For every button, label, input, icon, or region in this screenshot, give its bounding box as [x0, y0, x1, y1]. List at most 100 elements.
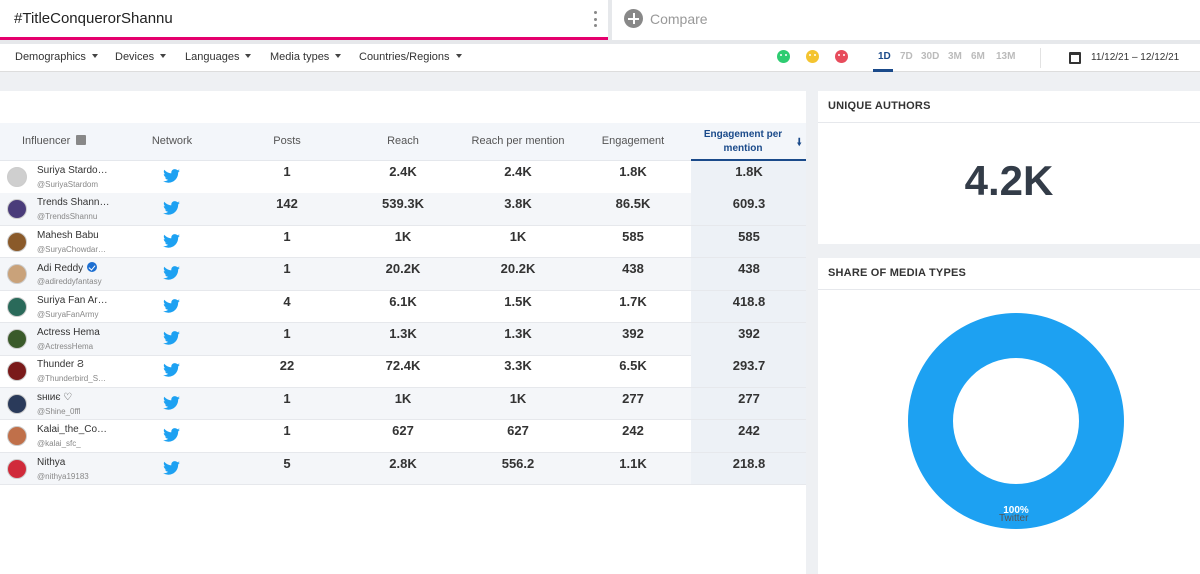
unique-authors-value: 4.2K [964, 157, 1054, 204]
table-row[interactable]: Kalai_the_Co… @kalai_sfc_ 1 627 627 242 242 [0, 420, 806, 453]
table-row[interactable]: Suriya Stardo… @SuriyaStardom 1 2.4K 2.4K 1.8… [0, 161, 806, 194]
engagement-cell: 86.5K [615, 196, 651, 212]
avatar[interactable] [7, 264, 27, 285]
sorted-column-bg [691, 323, 806, 355]
neutral-sentiment-icon[interactable] [806, 50, 819, 63]
sorted-column-bg [691, 452, 806, 485]
influencer-name[interactable]: Actress Hema [37, 327, 100, 338]
influencer-name[interactable]: Nithya [37, 457, 65, 468]
card-title: UNIQUE AUTHORS [828, 100, 931, 112]
table-row[interactable]: Thunder Ϩ @Thunderbird_S… 22 72.4K 3.3K 6.5K 2… [0, 355, 806, 388]
influencer-handle[interactable]: @nithya19183 [37, 471, 89, 481]
filter-devices[interactable]: Devices [115, 51, 167, 63]
influencer-name-text: Thunder Ϩ [37, 359, 84, 371]
col-network[interactable]: Network [151, 135, 193, 147]
twitter-icon [163, 331, 180, 350]
positive-sentiment-icon[interactable] [777, 50, 790, 63]
reach-cell: 2.8K [389, 455, 417, 471]
avatar[interactable] [7, 361, 27, 382]
reach-cell: 1K [394, 228, 412, 244]
avatar[interactable] [7, 296, 27, 317]
influencer-handle[interactable]: @Shine_0ffl [37, 406, 81, 416]
influencer-name[interactable]: Thunder Ϩ [37, 359, 84, 370]
engagement-per-mention-cell: 1.8K [735, 164, 763, 179]
reach-cell: 6.1K [389, 293, 417, 309]
influencer-name[interactable]: Suriya Fan Ar… [37, 295, 108, 306]
posts-cell: 142 [276, 196, 298, 212]
sorted-column-bg [691, 258, 806, 290]
table-row[interactable]: Nithya @nithya19183 5 2.8K 556.2 1.1K 218.8 [0, 452, 806, 486]
influencer-name[interactable]: Suriya Stardo… [37, 165, 108, 176]
influencer-handle[interactable]: @SuryaChowdar… [37, 244, 107, 254]
range-13m[interactable]: 13M [996, 51, 1016, 62]
avatar[interactable] [7, 458, 27, 479]
influencer-name[interactable]: Kalai_the_Co… [37, 424, 107, 435]
influencer-handle[interactable]: @TrendsShannu [37, 212, 98, 222]
calendar-icon[interactable] [1069, 52, 1081, 64]
avatar[interactable] [7, 199, 27, 220]
influencer-name-text: Mahesh Babu [37, 229, 99, 241]
table-row[interactable]: Trends Shann… @TrendsShannu 142 539.3K 3.8K 8… [0, 193, 806, 226]
reach-per-mention-cell: 3.8K [504, 196, 532, 212]
more-options-icon[interactable] [594, 11, 598, 27]
influencer-name[interactable]: ѕнιиє ♡ [37, 392, 72, 403]
avatar[interactable] [7, 329, 27, 349]
influencer-handle[interactable]: @kalai_sfc_ [37, 439, 81, 449]
range-3m[interactable]: 3M [948, 51, 962, 62]
reach-per-mention-cell: 20.2K [500, 261, 536, 277]
influencer-name-text: ѕнιиє ♡ [37, 391, 73, 403]
posts-cell: 5 [283, 455, 291, 471]
export-icon[interactable] [76, 135, 87, 145]
range-6m[interactable]: 6M [971, 51, 985, 62]
compare-button[interactable]: Compare [612, 0, 1200, 40]
date-range[interactable]: 11/12/21 – 12/12/21 [1091, 52, 1180, 63]
avatar[interactable] [7, 393, 27, 414]
influencer-handle[interactable]: @SuriyaStardom [37, 180, 99, 189]
filter-languages[interactable]: Languages [185, 51, 252, 63]
influencer-name[interactable]: Trends Shann… [37, 197, 109, 208]
table-row[interactable]: Suriya Fan Ar… @SuryaFanArmy 4 6.1K 1.5K 1.7K… [0, 290, 806, 324]
active-range-indicator [873, 69, 893, 72]
range-1d[interactable]: 1D [878, 51, 891, 62]
table-row[interactable]: Actress Hema @ActressHema 1 1.3K 1.3K 392 392 [0, 323, 806, 356]
table-row[interactable]: Adi Reddy @adireddyfantasy 1 20.2K 20.2K 438 4… [0, 258, 806, 291]
range-7d[interactable]: 7D [900, 51, 913, 62]
col-reach-per-mention[interactable]: Reach per mention [471, 135, 565, 147]
avatar[interactable] [7, 167, 27, 187]
range-30d[interactable]: 30D [921, 51, 940, 62]
twitter-icon [163, 395, 180, 415]
media-types-donut-chart: 100% [908, 313, 1124, 529]
chart-legend[interactable]: Twitter [990, 513, 1028, 524]
table-row[interactable]: ѕнιиє ♡ @Shine_0ffl 1 1K 1K 277 277 [0, 387, 806, 421]
twitter-icon [163, 460, 180, 480]
filter-media-types[interactable]: Media types [270, 51, 342, 63]
reach-cell: 1K [394, 390, 412, 406]
influencer-name[interactable]: Adi Reddy [37, 262, 98, 274]
query-tab[interactable]: #TitleConquerorShannu [0, 0, 608, 40]
twitter-icon [163, 428, 180, 447]
avatar[interactable] [7, 231, 27, 252]
filter-countries[interactable]: Countries/Regions [359, 51, 462, 63]
col-reach[interactable]: Reach [387, 135, 419, 147]
sorted-column-bg [691, 193, 806, 225]
col-influencer[interactable]: Influencer [22, 135, 87, 147]
influencer-handle[interactable]: @Thunderbird_S… [37, 374, 107, 384]
engagement-per-mention-cell: 438 [738, 261, 760, 277]
table-row[interactable]: Mahesh Babu @SuryaChowdar… 1 1K 1K 585 585 [0, 225, 806, 259]
avatar[interactable] [7, 426, 27, 447]
col-engagement[interactable]: Engagement [601, 135, 665, 147]
influencer-name[interactable]: Mahesh Babu [37, 230, 99, 241]
negative-sentiment-icon[interactable] [835, 50, 848, 63]
compare-label: Compare [650, 11, 708, 27]
influencer-handle[interactable]: @SuryaFanArmy [37, 309, 99, 319]
col-label: Influencer [22, 135, 71, 147]
col-posts[interactable]: Posts [273, 135, 301, 147]
filter-demographics[interactable]: Demographics [15, 51, 98, 63]
query-title[interactable]: #TitleConquerorShannu [14, 10, 173, 27]
influencer-handle[interactable]: @ActressHema [37, 342, 94, 351]
donut-slice-twitter[interactable] [908, 313, 1124, 529]
col-engagement-per-mention[interactable]: Engagement per mention 🠛 [691, 123, 806, 161]
influencer-name-text: Nithya [37, 456, 66, 468]
engagement-cell: 1.1K [619, 455, 647, 471]
influencer-handle[interactable]: @adireddyfantasy [37, 277, 102, 287]
